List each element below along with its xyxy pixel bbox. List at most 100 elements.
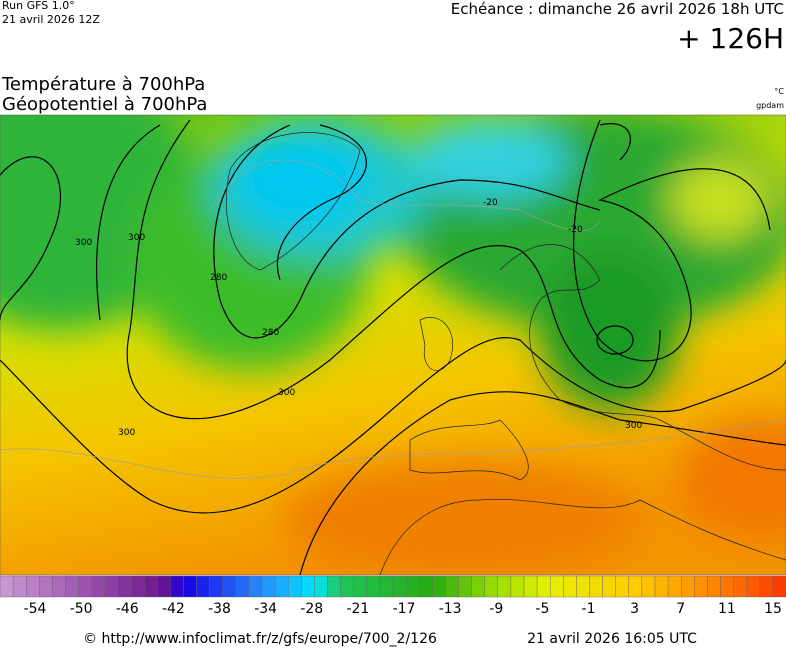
generated: 21 avril 2026 16:05 UTC — [527, 631, 697, 647]
colorbar-swatch — [91, 575, 105, 598]
colorbar-label: -1 — [582, 601, 596, 617]
colorbar-label: -5 — [535, 601, 549, 617]
colorbar-swatch — [550, 575, 564, 598]
colorbar-label: -34 — [254, 601, 277, 617]
colorbar-label: -13 — [439, 601, 462, 617]
colorbar-label: -9 — [489, 601, 503, 617]
colorbar-swatch — [65, 575, 79, 598]
colorbar-swatch — [327, 575, 341, 598]
contour-label: 300 — [278, 388, 295, 398]
colorbar-swatch — [196, 575, 210, 598]
colorbar-swatch — [484, 575, 499, 598]
colorbar-label: -38 — [208, 601, 231, 617]
colorbar-swatch — [733, 575, 747, 598]
colorbar-swatch — [183, 575, 197, 598]
colorbar-swatch — [772, 575, 786, 598]
colorbar-swatch — [222, 575, 236, 598]
colorbar-swatch — [235, 575, 250, 598]
colorbar-swatch — [694, 575, 708, 598]
colorbar-swatch — [458, 575, 472, 598]
source: © http://www.infoclimat.fr/z/gfs/europe/… — [83, 631, 437, 647]
colorbar-swatch — [419, 575, 433, 598]
colorbar-swatch — [288, 575, 302, 598]
map-frame — [0, 114, 786, 576]
contour-label: 300 — [118, 428, 135, 438]
colorbar-swatch — [274, 575, 289, 598]
colorbar-label: -50 — [70, 601, 93, 617]
colorbar-label: 7 — [676, 601, 685, 617]
contour-label: -20 — [568, 225, 583, 235]
unit: gpdam — [756, 101, 784, 110]
colorbar-swatch — [52, 575, 66, 598]
contour-label: 300 — [625, 421, 642, 431]
colorbar-swatch — [681, 575, 695, 598]
colorbar-swatch — [248, 575, 263, 598]
geopotential-contours — [0, 119, 786, 575]
colorbar-swatch — [523, 575, 538, 598]
colorbar-swatch — [209, 575, 223, 598]
colorbar-label: -17 — [393, 601, 416, 617]
colorbar-swatch — [117, 575, 132, 598]
valid-time: Echéance : dimanche 26 avril 2026 18h UT… — [451, 0, 784, 18]
contour-label: -20 — [483, 198, 498, 208]
colorbar-swatch — [667, 575, 682, 598]
colorbar-swatch — [340, 575, 354, 598]
colorbar-swatch — [143, 575, 158, 598]
colorbar-swatch — [314, 575, 328, 598]
colorbar-swatch — [615, 575, 630, 598]
map: 300 300 280 280 300 300 300 -20 -20 — [0, 115, 786, 575]
contour-label: 300 — [75, 238, 92, 248]
colorbar-label: -28 — [300, 601, 323, 617]
colorbar-swatch — [392, 575, 407, 598]
coastlines — [225, 132, 786, 575]
temperature-field — [0, 115, 786, 575]
colorbar-swatch — [445, 575, 459, 598]
colorbar-swatch — [26, 575, 40, 598]
colorbar-swatch — [589, 575, 603, 598]
colorbar-swatch — [170, 575, 184, 598]
colorbar-swatch — [536, 575, 551, 598]
colorbar-swatch — [405, 575, 420, 598]
colorbar-swatch — [746, 575, 761, 598]
colorbar-swatch — [720, 575, 734, 598]
run: Run GFS 1.0° — [2, 0, 75, 12]
colorbar-swatch — [0, 575, 14, 598]
contour-label: 300 — [128, 233, 145, 243]
colorbar-swatch — [576, 575, 590, 598]
run-date: 21 avril 2026 12Z — [2, 13, 100, 26]
colorbar-label: -21 — [346, 601, 369, 617]
colorbar-swatch — [707, 575, 721, 598]
lead-time: + 126H — [677, 22, 784, 55]
colorbar-swatch — [759, 575, 774, 598]
colorbar-swatch — [497, 575, 512, 598]
title: Température à 700hPa — [1, 74, 205, 95]
colorbar-swatch — [130, 575, 145, 598]
colorbar-swatch — [641, 575, 656, 598]
colorbar-swatch — [261, 575, 276, 598]
colorbar-swatch — [104, 575, 119, 598]
colorbar-swatch — [471, 575, 485, 598]
contour-label: 280 — [210, 273, 227, 283]
contour-labels: 300 300 280 280 300 300 300 -20 -20 — [75, 198, 642, 438]
colorbar-label: 11 — [718, 601, 736, 617]
colorbar-swatch — [12, 575, 27, 598]
colorbar-swatch — [628, 575, 643, 598]
colorbar-swatch — [602, 575, 616, 598]
contour-label: 280 — [262, 328, 279, 338]
colorbar-swatch — [156, 575, 171, 598]
colorbar-swatch — [78, 575, 92, 598]
title: Géopotentiel à 700hPa — [2, 94, 207, 115]
colorbar-swatch — [301, 575, 315, 598]
colorbar-swatch — [39, 575, 53, 598]
colorbar: -54 -50 -46 -42 -38 -34 -28 -21 -17 -13 -9 -5 -1 3 7 11… — [0, 575, 786, 617]
colorbar-label: 3 — [630, 601, 639, 617]
colorbar-label: 15 — [764, 601, 782, 617]
isotherms — [0, 159, 786, 479]
unit: °C — [774, 87, 784, 96]
colorbar-swatch — [563, 575, 577, 598]
colorbar-label: -42 — [162, 601, 185, 617]
colorbar-label: -54 — [24, 601, 47, 617]
colorbar-swatch — [366, 575, 381, 598]
